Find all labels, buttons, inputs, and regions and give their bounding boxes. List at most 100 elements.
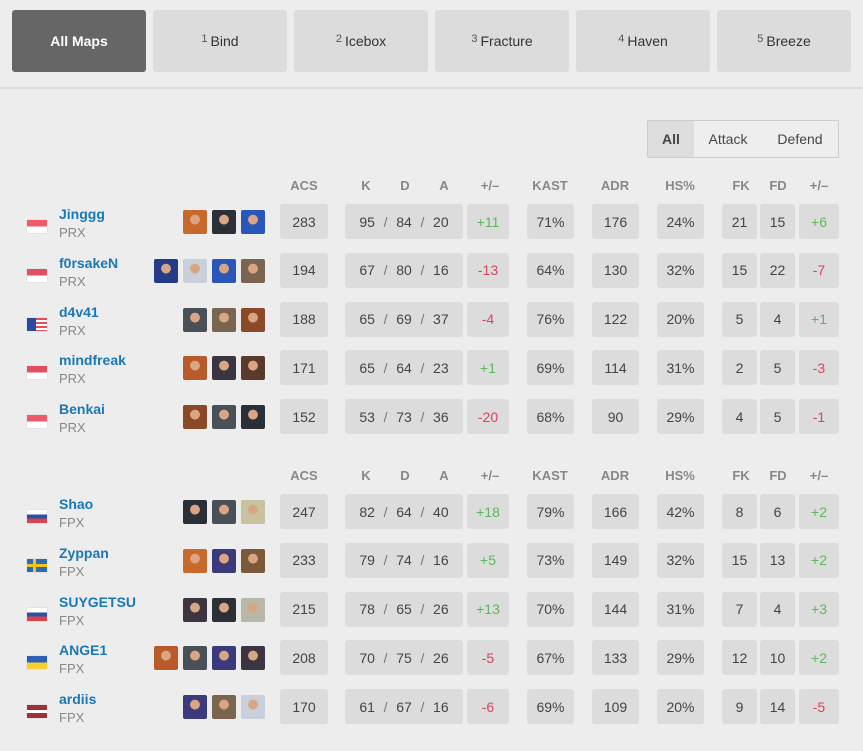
fd-cell: 14 — [760, 689, 795, 725]
column-header-fk: FK — [732, 468, 750, 483]
team-tag: PRX — [59, 225, 86, 240]
player-row: d4v41 PRX 188 65 / 69 / 37 -4 76% 122 20% 5 4 +1 — [0, 301, 863, 351]
kills-value: 65 — [359, 311, 375, 328]
column-header-d: D — [400, 178, 410, 193]
kd-diff-cell: -20 — [467, 399, 509, 435]
kills-value: 95 — [359, 213, 375, 230]
kd-diff-cell: +11 — [467, 204, 509, 239]
kda-separator: / — [383, 311, 388, 328]
kast-cell: 76% — [527, 301, 574, 337]
assists-value: 37 — [433, 311, 449, 328]
map-tab-bind[interactable]: 1 Bind — [153, 10, 287, 72]
flag-id-icon — [27, 366, 47, 380]
player-name-link[interactable]: f0rsakeN — [59, 254, 119, 271]
fk-diff-cell: -7 — [799, 252, 839, 288]
toggle-all[interactable]: All — [648, 121, 694, 157]
player-name-link[interactable]: d4v41 — [59, 303, 99, 320]
fd-cell: 5 — [760, 350, 795, 386]
column-header-k: K — [361, 468, 371, 483]
player-name-link[interactable]: Shao — [59, 496, 94, 512]
hs-cell: 32% — [657, 542, 704, 578]
player-row: mindfreak PRX 171 65 / 64 / 23 +1 69% 114 31% 2 5 -3 — [0, 350, 863, 399]
fk-cell: 2 — [722, 350, 757, 386]
agent-neon-icon — [212, 258, 236, 283]
hs-cell: 42% — [657, 494, 704, 529]
agent-viper-icon — [212, 405, 236, 430]
kda-cell: 70 / 75 / 26 — [345, 640, 463, 676]
player-name-link[interactable]: SUYGETSU — [59, 593, 137, 610]
map-number: 3 — [471, 33, 478, 45]
fd-cell: 4 — [760, 591, 795, 627]
team-tag: FPX — [59, 612, 85, 628]
fk-cell: 15 — [722, 542, 757, 578]
agent-sage-icon — [212, 210, 236, 234]
kd-diff-cell: -13 — [467, 252, 509, 288]
player-name-link[interactable]: mindfreak — [59, 352, 126, 369]
map-tab-breeze[interactable]: 5 Breeze — [717, 10, 851, 72]
column-header-kast: KAST — [532, 178, 568, 193]
map-tab-all-maps[interactable]: All Maps — [12, 10, 146, 72]
kast-cell: 73% — [527, 542, 574, 578]
adr-cell: 109 — [592, 689, 639, 725]
player-row: Jinggg PRX 283 95 / 84 / 20 +11 71% 176 24% 21 15 +6 — [0, 204, 863, 253]
map-label: Fracture — [480, 33, 533, 49]
agent-chamber-icon — [212, 307, 236, 332]
column-header-adr: ADR — [600, 468, 630, 483]
agent-kayo-brim-icon — [183, 405, 207, 430]
acs-cell: 247 — [280, 494, 328, 529]
player-name-link[interactable]: Jinggg — [59, 206, 105, 222]
player-name-link[interactable]: ANGE1 — [59, 642, 108, 659]
toggle-defend[interactable]: Defend — [777, 131, 823, 147]
map-tab-haven[interactable]: 4 Haven — [576, 10, 710, 72]
map-tab-icebox[interactable]: 2 Icebox — [294, 10, 428, 72]
player-row: f0rsakeN PRX 194 67 / 80 / 16 -13 64% 130 32% 15 22 -7 — [0, 252, 863, 302]
kills-value: 78 — [359, 601, 375, 618]
map-number: 5 — [757, 33, 764, 45]
map-tab-fracture[interactable]: 3 Fracture — [435, 10, 569, 72]
map-label: Bind — [210, 33, 239, 49]
column-header-fk-plus-minus: +/– — [809, 178, 829, 193]
column-header-fd: FD — [769, 468, 787, 483]
player-name-link[interactable]: Zyppan — [59, 544, 109, 561]
team-tag: PRX — [59, 420, 86, 436]
agent-omen-icon — [183, 695, 207, 720]
kd-diff-cell: +5 — [467, 542, 509, 578]
kda-separator: / — [420, 311, 425, 328]
fd-cell: 15 — [760, 204, 795, 239]
fk-diff-cell: +2 — [799, 542, 839, 578]
kast-cell: 79% — [527, 494, 574, 529]
adr-cell: 149 — [592, 542, 639, 578]
map-number: 4 — [618, 33, 625, 45]
kills-value: 61 — [359, 698, 375, 715]
team-tag: FPX — [59, 661, 85, 677]
kda-separator: / — [420, 359, 425, 376]
hs-cell: 32% — [657, 252, 704, 288]
kills-value: 82 — [359, 503, 375, 520]
flag-ru-icon — [27, 510, 47, 523]
hs-cell: 31% — [657, 350, 704, 386]
kda-cell: 82 / 64 / 40 — [345, 494, 463, 529]
column-header-a: A — [439, 178, 449, 193]
fk-cell: 7 — [722, 591, 757, 627]
kda-separator: / — [420, 601, 425, 618]
agent-brimstone-icon — [154, 646, 178, 671]
agent-sova-icon — [241, 597, 265, 622]
player-name-link[interactable]: ardiis — [59, 691, 97, 708]
map-label: Icebox — [344, 33, 387, 49]
toggle-attack[interactable]: Attack — [708, 131, 748, 147]
fk-cell: 4 — [722, 399, 757, 435]
fd-cell: 13 — [760, 542, 795, 578]
map-label: All Maps — [50, 33, 108, 49]
column-header-fk-plus-minus: +/– — [809, 468, 829, 483]
column-header-adr: ADR — [600, 178, 630, 193]
kills-value: 65 — [359, 359, 375, 376]
player-row: Benkai PRX 152 53 / 73 / 36 -20 68% 90 29% 4 5 -1 — [0, 399, 863, 448]
agent-chamber-icon — [241, 258, 265, 283]
player-name-link[interactable]: Benkai — [59, 401, 105, 418]
team-tag: PRX — [59, 371, 86, 387]
player-row: SUYGETSU FPX 215 78 / 65 / 26 +13 70% 144 31% 7 4 +3 — [0, 591, 863, 641]
acs-cell: 208 — [280, 640, 328, 676]
agent-raze-icon — [183, 210, 207, 234]
player-row: ANGE1 FPX 208 70 / 75 / 26 -5 67% 133 29% 12 10 +2 — [0, 640, 863, 689]
kda-cell: 79 / 74 / 16 — [345, 542, 463, 578]
